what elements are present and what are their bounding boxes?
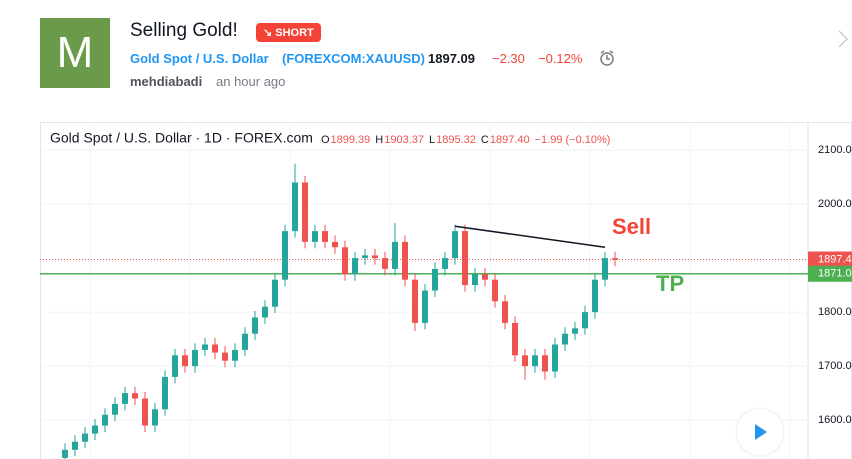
candle-body xyxy=(342,247,348,275)
time: an hour ago xyxy=(216,74,286,89)
candle-body xyxy=(372,255,378,259)
price-label-box xyxy=(808,251,852,268)
candle-body xyxy=(262,306,268,318)
trendline xyxy=(454,225,606,249)
price: 1897.09 xyxy=(428,51,475,66)
candle-body xyxy=(392,241,398,269)
legend-key: C xyxy=(481,134,489,146)
candle-body xyxy=(422,290,428,323)
candle-body xyxy=(102,414,108,426)
candle-body xyxy=(62,449,68,458)
candle-body xyxy=(292,182,298,232)
candle-body xyxy=(582,312,588,329)
candle-body xyxy=(242,333,248,350)
candle-body xyxy=(72,441,78,450)
candle-body xyxy=(92,425,98,434)
candle-body xyxy=(122,393,128,404)
y-tick-label: 1600.0 xyxy=(818,414,852,426)
change-pct: −0.12% xyxy=(538,51,583,66)
candle-body xyxy=(112,403,118,415)
price-label-box xyxy=(808,265,852,282)
y-tick-label: 1800.0 xyxy=(818,306,852,318)
legend-change: −1.99 (−0.10%) xyxy=(535,134,611,146)
candle-body xyxy=(512,322,518,356)
candle-body xyxy=(572,328,578,334)
change: −2.30 xyxy=(492,51,525,66)
candle-body xyxy=(532,355,538,367)
candle-body xyxy=(412,279,418,323)
symbol-code[interactable]: (FOREXCOM:XAUUSD) xyxy=(282,51,425,66)
candle-body xyxy=(542,355,548,372)
candle-body xyxy=(612,258,618,260)
next-arrow[interactable] xyxy=(836,28,850,50)
legend-key: L xyxy=(429,134,435,146)
candle-body xyxy=(452,231,458,259)
candle-body xyxy=(322,231,328,242)
chart-frame xyxy=(40,122,852,459)
idea-title: Selling Gold! xyxy=(130,20,238,41)
candle-body xyxy=(212,344,218,353)
price-label: 1871.0 xyxy=(818,268,852,280)
legend-value: 1895.32 xyxy=(436,134,476,146)
candle-body xyxy=(202,344,208,350)
candle-body xyxy=(482,274,488,280)
tp-annotation: TP xyxy=(656,271,684,296)
candle-body xyxy=(162,376,168,410)
symbol-name[interactable]: Gold Spot / U.S. Dollar xyxy=(130,51,269,66)
candle-body xyxy=(462,231,468,286)
y-tick-label: 1700.0 xyxy=(818,360,852,372)
legend-symbol: Gold Spot / U.S. Dollar · 1D · FOREX.com xyxy=(50,130,313,146)
candle-body xyxy=(192,349,198,367)
candle-body xyxy=(312,231,318,242)
legend-value: 1903.37 xyxy=(384,134,424,146)
legend-key: O xyxy=(321,134,330,146)
candle-body xyxy=(232,349,238,361)
candle-body xyxy=(352,258,358,275)
candle-body xyxy=(602,258,608,280)
candle-body xyxy=(562,333,568,345)
candle-body xyxy=(142,398,148,426)
alert-icon[interactable] xyxy=(597,48,617,68)
legend-value: 1899.39 xyxy=(331,134,371,146)
play-button[interactable] xyxy=(734,406,786,458)
price-label: 1897.4 xyxy=(818,253,852,265)
author[interactable]: mehdiabadi xyxy=(130,74,203,89)
candle-body xyxy=(522,355,528,367)
candle-body xyxy=(282,231,288,280)
avatar[interactable]: M xyxy=(40,18,110,88)
candle-body xyxy=(172,355,178,377)
candle-body xyxy=(82,433,88,442)
candle-body xyxy=(302,182,308,242)
candle-body xyxy=(252,317,258,334)
candle-body xyxy=(592,279,598,313)
legend-value: 1897.40 xyxy=(490,134,530,146)
candle-body xyxy=(502,301,508,323)
candle-body xyxy=(152,409,158,426)
candle-body xyxy=(472,274,478,286)
candle-body xyxy=(362,255,368,259)
candle-body xyxy=(222,352,228,361)
candle-body xyxy=(552,344,558,372)
candle-body xyxy=(432,268,438,291)
candle-body xyxy=(182,355,188,367)
candle-body xyxy=(382,258,388,269)
candle-body xyxy=(272,279,278,307)
candle-body xyxy=(132,393,138,399)
y-tick-label: 2100.0 xyxy=(818,144,852,156)
short-badge: ↘ SHORT xyxy=(256,23,321,42)
y-tick-label: 2000.0 xyxy=(818,198,852,210)
chart: 1600.0 1700.0 1800.0 2000.0 2100.0 Sell TP 1897… xyxy=(40,122,852,459)
candle-body xyxy=(332,241,338,248)
sell-annotation: Sell xyxy=(612,214,651,239)
candle-body xyxy=(402,241,408,280)
candle-body xyxy=(492,279,498,302)
candle-body xyxy=(442,258,448,269)
legend-key: H xyxy=(375,134,383,146)
